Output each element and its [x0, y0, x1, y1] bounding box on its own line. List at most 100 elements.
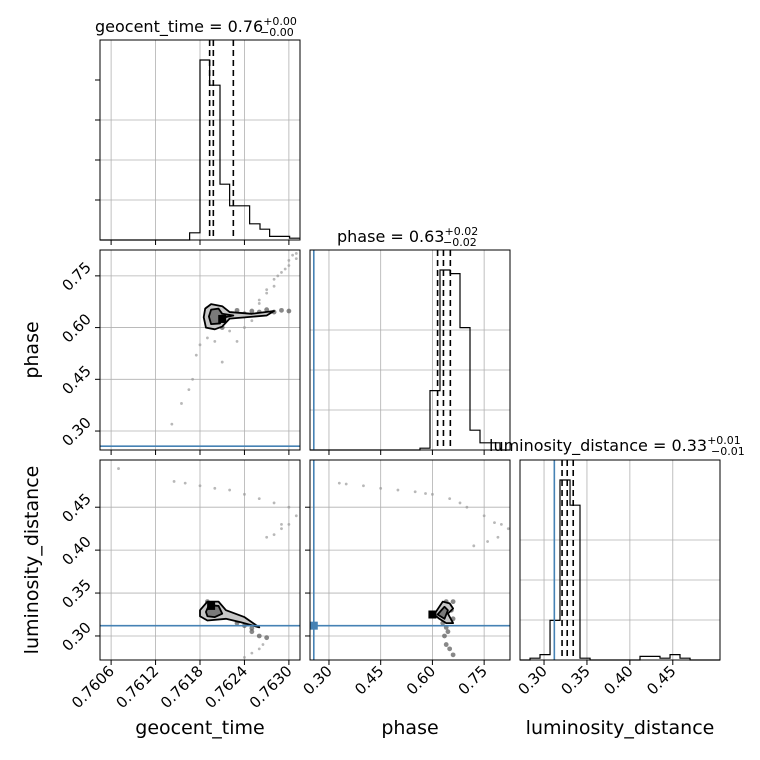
- title-luminosity-distance-sub: −0.01: [711, 445, 745, 458]
- panel-phase-vs-luminosity-distance-point-0-9: [450, 652, 456, 658]
- xlabel-luminosity-distance: luminosity_distance: [526, 717, 715, 739]
- panel-phase-vs-luminosity-distance-point-1-6: [448, 497, 452, 501]
- panel-phase-vs-luminosity-distance-point-1-2: [379, 486, 383, 490]
- panel-geocent-time-vs-phase-point-0-2: [234, 307, 240, 313]
- panel-geocent-time-vs-phase-point-1-9: [265, 291, 269, 295]
- xtick-label-luminosity-distance-3: 0.45: [643, 662, 679, 698]
- xtick-label-luminosity-distance-2: 0.40: [600, 662, 636, 698]
- panel-geocent-time-vs-phase-point-1-1: [198, 343, 202, 347]
- panel-geocent-time-vs-luminosity-distance-point-1-15: [250, 651, 254, 655]
- xtick-label-phase-0: 0.30: [299, 662, 335, 698]
- panel-geocent-time-vs-phase-point-0-5: [279, 307, 284, 313]
- panel-phase-vs-luminosity-distance-point-1-0: [337, 481, 341, 485]
- ytick-label-luminosity-distance-0: 0.30: [59, 618, 95, 654]
- ytick-label-luminosity-distance-2: 0.40: [59, 533, 95, 569]
- panel-geocent-time-vs-luminosity-distance-point-1-18: [280, 522, 283, 526]
- ytick-label-luminosity-distance-3: 0.45: [59, 490, 95, 526]
- hist-luminosity-distance-frame: [519, 459, 721, 661]
- panel-geocent-time-vs-phase-point-1-11: [276, 274, 280, 278]
- ytick-label-luminosity-distance-1: 0.35: [59, 576, 95, 612]
- panel-phase-vs-luminosity-distance-mode-0: [428, 610, 437, 619]
- panel-phase-vs-luminosity-distance-point-1-5: [431, 492, 434, 496]
- panel-geocent-time-vs-phase-point-1-8: [257, 298, 261, 302]
- panel-geocent-time-vs-luminosity-distance-point-0-9: [249, 625, 255, 631]
- panel-phase-vs-luminosity-distance-frame: [309, 459, 511, 661]
- panel-geocent-time-vs-phase-contour-0: [202, 303, 275, 331]
- panel-geocent-time-vs-phase-point-1-10: [272, 284, 276, 288]
- panel-geocent-time-vs-luminosity-distance-point-1-1: [183, 481, 187, 485]
- panel-geocent-time-vs-luminosity-distance-point-1-13: [265, 535, 269, 539]
- panel-phase-vs-luminosity-distance-point-1-10: [499, 522, 503, 526]
- ytick-label-phase-0: 0.30: [59, 414, 95, 450]
- panel-geocent-time-vs-luminosity-distance-point-0-6: [249, 629, 255, 635]
- panel-phase-vs-luminosity-distance-point-1-16: [424, 492, 427, 495]
- panel-geocent-time-vs-phase-point-1-0: [194, 353, 198, 357]
- panel-geocent-time-vs-phase-point-0-15: [286, 308, 292, 314]
- title-phase-sub: −0.02: [443, 236, 477, 249]
- panel-geocent-time-vs-luminosity-distance-point-1-10: [287, 522, 291, 526]
- panel-phase-vs-luminosity-distance-point-1-3: [396, 488, 400, 492]
- panel-geocent-time-vs-luminosity-distance-point-1-19: [117, 467, 120, 470]
- panel-phase-vs-luminosity-distance-point-1-14: [472, 544, 476, 548]
- hist-phase-frame: [309, 249, 511, 451]
- panel-geocent-time-vs-phase-point-1-23: [170, 422, 174, 426]
- ytick-label-phase-3: 0.75: [59, 258, 95, 294]
- panel-geocent-time-vs-luminosity-distance-point-1-12: [272, 533, 276, 537]
- panel-geocent-time-vs-luminosity-distance-point-1-4: [228, 488, 232, 492]
- title-geocent-time: geocent_time = 0.76+0.00: [95, 15, 297, 37]
- hist-geocent-time-frame: [99, 39, 301, 241]
- panel-geocent-time-vs-phase-point-1-21: [187, 388, 191, 392]
- xtick-label-phase-2: 0.60: [403, 662, 439, 698]
- panel-geocent-time-vs-luminosity-distance-point-1-6: [257, 497, 261, 501]
- xtick-label-luminosity-distance-1: 0.35: [557, 662, 593, 698]
- hist-phase-steps: [310, 269, 510, 451]
- panel-phase-vs-luminosity-distance-point-1-4: [413, 490, 417, 494]
- panel-phase-vs-luminosity-distance-point-0-6: [442, 633, 447, 639]
- panel-geocent-time-vs-phase-point-1-27: [294, 252, 298, 255]
- panel-geocent-time-vs-phase-point-1-7: [250, 319, 254, 323]
- panel-geocent-time-vs-phase-point-1-19: [257, 302, 261, 305]
- panel-geocent-time-vs-phase-mode-0: [218, 314, 227, 323]
- panel-geocent-time-vs-luminosity-distance-point-1-5: [243, 492, 246, 496]
- panel-phase-vs-luminosity-distance-point-0-8: [447, 646, 453, 652]
- xlabel-phase: phase: [381, 717, 438, 739]
- panel-phase-vs-luminosity-distance-point-0-7: [443, 642, 449, 647]
- panel-geocent-time-vs-luminosity-distance-point-1-16: [243, 656, 246, 659]
- panel-geocent-time-vs-luminosity-distance-point-1-17: [261, 643, 265, 646]
- panel-phase-vs-luminosity-distance-point-1-17: [458, 501, 462, 505]
- panel-phase-vs-luminosity-distance-point-0-11: [445, 629, 451, 635]
- xtick-label-phase-3: 0.75: [455, 662, 491, 698]
- panel-geocent-time-vs-phase-point-0-4: [264, 307, 270, 313]
- panel-phase-vs-luminosity-distance-point-1-8: [482, 514, 486, 518]
- panel-geocent-time-vs-phase-point-1-24: [191, 377, 194, 381]
- panel-geocent-time-vs-luminosity-distance-point-1-3: [213, 486, 217, 490]
- panel-geocent-time-vs-luminosity-distance-point-1-7: [272, 501, 276, 505]
- panel-geocent-time-vs-luminosity-distance-point-1-8: [287, 505, 291, 509]
- ylabel-phase: phase: [21, 321, 43, 378]
- xtick-label-geocent-time-3: 0.7624: [201, 662, 251, 712]
- panel-geocent-time-vs-phase-point-1-16: [287, 258, 291, 262]
- ytick-label-phase-1: 0.45: [59, 362, 95, 398]
- panel-phase-vs-luminosity-distance-point-1-1: [362, 484, 365, 488]
- panel-geocent-time-vs-phase-point-1-2: [206, 336, 209, 340]
- panel-geocent-time-vs-phase-frame: [99, 249, 301, 451]
- title-phase: phase = 0.63+0.02: [337, 225, 478, 246]
- panel-geocent-time-vs-phase-point-1-4: [228, 329, 232, 333]
- panel-geocent-time-vs-phase-point-1-17: [283, 267, 287, 271]
- panel-geocent-time-vs-phase-point-1-14: [294, 257, 298, 261]
- hist-luminosity-distance-steps: [520, 479, 720, 661]
- panel-geocent-time-vs-luminosity-distance-point-1-14: [257, 647, 261, 651]
- panel-geocent-time-vs-luminosity-distance-point-0-8: [264, 635, 270, 641]
- panel-geocent-time-vs-phase-point-1-6: [243, 326, 246, 329]
- panel-geocent-time-vs-luminosity-distance-point-1-11: [280, 527, 283, 531]
- xtick-label-geocent-time-1: 0.7612: [113, 662, 163, 712]
- panel-phase-vs-luminosity-distance-point-1-9: [493, 521, 496, 525]
- xlabel-geocent-time: geocent_time: [135, 717, 264, 739]
- panel-geocent-time-vs-phase-point-1-12: [280, 271, 283, 274]
- xtick-label-geocent-time-0: 0.7606: [68, 662, 118, 712]
- ylabel-luminosity-distance: luminosity_distance: [21, 466, 43, 655]
- panel-geocent-time-vs-phase-point-1-3: [213, 339, 217, 343]
- panel-geocent-time-vs-luminosity-distance-point-1-0: [172, 480, 176, 483]
- panel-phase-vs-luminosity-distance-point-1-13: [486, 540, 489, 543]
